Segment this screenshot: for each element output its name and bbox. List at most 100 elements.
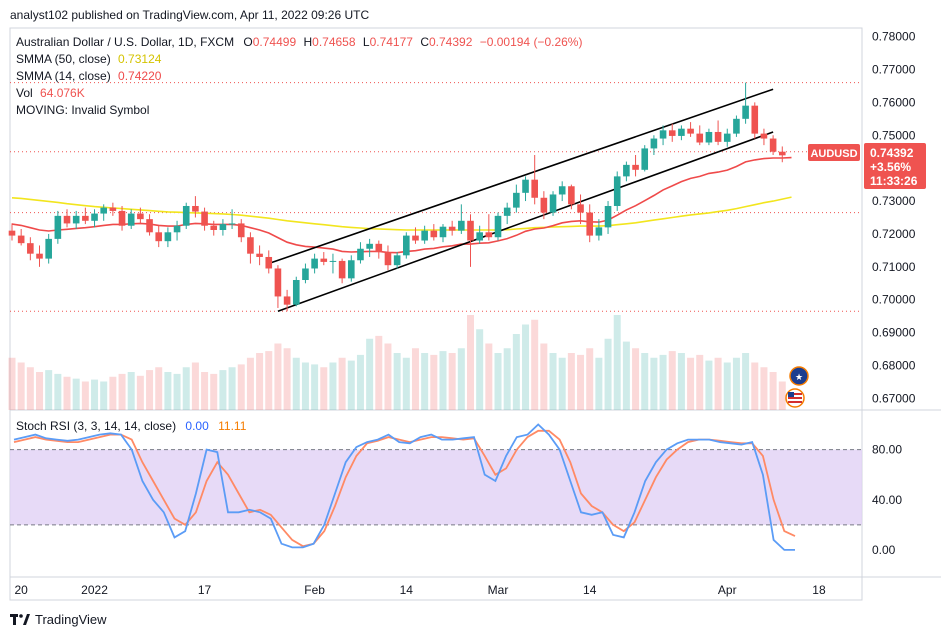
legend-smma14-value: 0.74220 [118, 69, 162, 83]
candle-body [412, 235, 419, 241]
candle-body [678, 128, 685, 136]
volume-bar [558, 357, 566, 410]
au-event-flag-icon[interactable]: ★ [789, 366, 809, 386]
volume-bar [494, 353, 502, 410]
candle [650, 135, 658, 155]
candle-body [623, 164, 630, 177]
time-tick-label: Mar [488, 583, 509, 597]
candle-body [366, 243, 373, 249]
volume-bar [347, 360, 355, 410]
last-price-change: +3.56% [870, 160, 911, 174]
tradingview-logo-icon [10, 613, 30, 626]
legend-moving: MOVING: Invalid Symbol [16, 103, 149, 117]
candle [742, 82, 749, 124]
candle [659, 125, 667, 146]
candle [494, 212, 502, 241]
candle-body [485, 232, 493, 238]
volume-bar [522, 324, 530, 410]
candle-body [274, 268, 282, 297]
smma50-line [11, 196, 792, 231]
volume-bar [604, 338, 612, 410]
candle [613, 171, 621, 211]
candle [760, 128, 768, 146]
volume-bar [91, 379, 99, 410]
candle-body [742, 105, 749, 119]
volume-bar [8, 357, 16, 410]
us-event-flag-icon[interactable] [785, 388, 805, 408]
candle-body [265, 256, 273, 269]
legend-l-label: L [363, 35, 370, 49]
candle [467, 214, 474, 267]
candle-body [375, 243, 383, 253]
time-tick-label: 18 [812, 583, 826, 597]
candle [503, 202, 511, 225]
volume-bar [577, 354, 585, 410]
candle [265, 250, 273, 274]
volume-bar [402, 357, 410, 410]
bar-countdown: 11:33:26 [870, 174, 918, 188]
candle-body [430, 230, 438, 238]
legend-smma50-line: SMMA (50, close) 0.73124 [16, 52, 162, 66]
volume-bar [540, 343, 548, 410]
volume-bar [127, 372, 135, 410]
candle [210, 220, 218, 236]
candle-body [384, 252, 392, 266]
volume-bar [63, 376, 71, 410]
candle [100, 204, 107, 221]
candle [687, 122, 694, 137]
volume-bar [778, 381, 786, 410]
legend-h-label: H [303, 35, 312, 49]
candle-body [302, 268, 309, 280]
stoch-rsi-band [10, 449, 862, 525]
footer: TradingView [10, 612, 107, 627]
candle-body [687, 128, 694, 134]
candle-body [421, 230, 428, 241]
volume-bar [72, 378, 80, 410]
legend-smma14-line: SMMA (14, close) 0.74220 [16, 69, 162, 83]
candle-body [723, 133, 731, 142]
candle-body [182, 205, 190, 226]
candle [448, 220, 456, 236]
legend-volume-line: Vol 64.076K [16, 86, 85, 100]
candle [357, 242, 364, 264]
candle [623, 161, 630, 182]
candle-body [531, 179, 538, 198]
candle-body [403, 235, 410, 256]
price-tick-label: 0.76000 [872, 95, 916, 109]
legend-volume-label: Vol [16, 86, 33, 100]
candle-body [357, 248, 364, 261]
volume-bar [191, 362, 199, 410]
volume-bar [650, 357, 658, 410]
candle [384, 245, 392, 271]
candle-body [320, 258, 328, 262]
volume-bar [512, 334, 520, 410]
candle-body [439, 226, 447, 238]
volume-bar [595, 357, 603, 410]
candle [723, 128, 731, 147]
candle-body [577, 204, 584, 213]
candle-body [45, 238, 52, 259]
candle-body [256, 253, 263, 257]
candle [201, 207, 208, 231]
volume-bar [356, 354, 364, 410]
volume-bar [100, 381, 108, 410]
symbol-badge-text: AUDUSD [810, 148, 857, 160]
stoch-rsi-k-value: 0.00 [185, 419, 209, 433]
volume-bar [118, 373, 126, 410]
price-tick-label: 0.71000 [872, 260, 916, 274]
time-tick-label: Feb [304, 583, 325, 597]
candle [274, 265, 282, 308]
volume-bar [45, 370, 53, 410]
candle [164, 227, 172, 248]
candle [338, 258, 346, 284]
volume-bars [8, 315, 786, 410]
price-tick-label: 0.72000 [872, 227, 916, 241]
volume-bar [411, 348, 419, 410]
volume-bar [338, 357, 346, 410]
publisher-line: analyst102 published on TradingView.com,… [10, 8, 369, 22]
legend-volume-value: 64.076K [40, 86, 85, 100]
volume-bar [219, 370, 227, 410]
volume-bar [265, 351, 273, 410]
candle [173, 220, 181, 241]
